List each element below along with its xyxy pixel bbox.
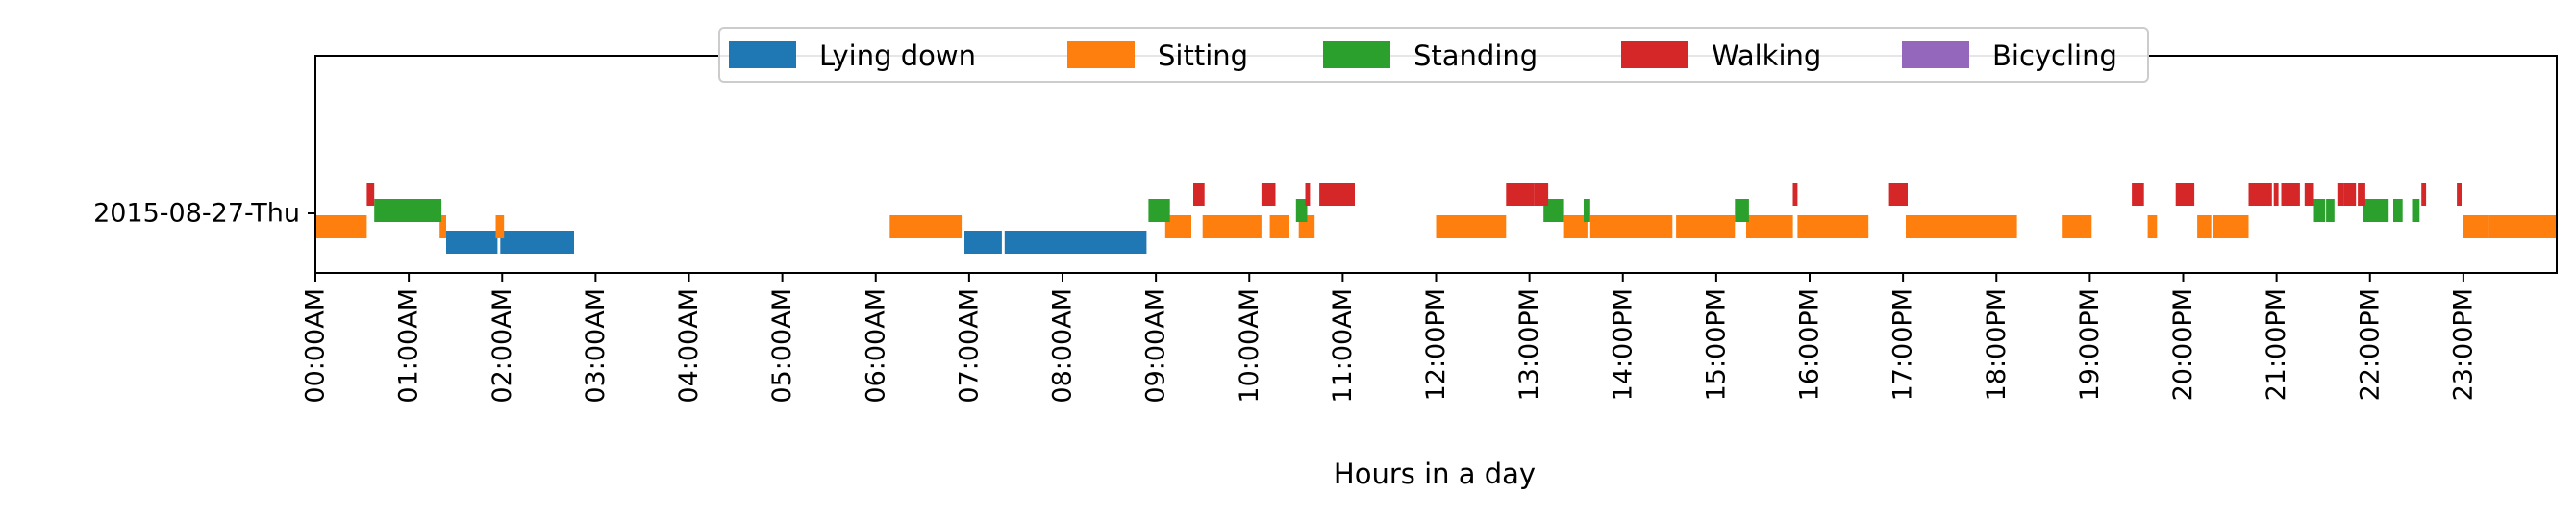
bar-sitting (1676, 215, 1736, 238)
bar-sitting (1746, 215, 1793, 238)
bar-walking (1506, 183, 1535, 206)
bar-sitting (2197, 215, 2212, 238)
x-tick-label: 20:00PM (2168, 288, 2198, 401)
x-tick-label: 07:00AM (954, 288, 984, 404)
legend-label: Bicycling (1992, 39, 2117, 72)
bar-walking (2358, 183, 2365, 206)
bar-walking (366, 183, 375, 206)
bar-sitting (1563, 215, 1588, 238)
bar-standing (2393, 199, 2403, 222)
bar-sitting (315, 215, 367, 238)
bar-sitting (2463, 215, 2489, 238)
bar-walking (2175, 183, 2195, 206)
bar-standing (1543, 199, 1564, 222)
bar-sitting (1269, 215, 1289, 238)
bar-sitting (1797, 215, 1869, 238)
bar-walking (1193, 183, 1205, 206)
x-tick-label: 10:00AM (1235, 288, 1264, 404)
bar-sitting (2062, 215, 2092, 238)
x-axis: 00:00AM 01:00AM 02:00AM 03:00AM 04:00AM 05:00… (301, 273, 2478, 404)
bar-walking (1534, 183, 1549, 206)
legend-label: Standing (1413, 39, 1538, 72)
activity-bars (315, 183, 2557, 254)
legend: Lying down Sitting Standing Walking Bicyclin… (718, 27, 2149, 83)
legend-swatch (1067, 41, 1135, 68)
x-tick-label: 19:00PM (2075, 288, 2105, 401)
y-axis: 2015-08-27-Thu (93, 199, 315, 229)
bar-walking (2248, 183, 2272, 206)
x-tick-label: 13:00PM (1514, 288, 1544, 401)
bar-standing (2313, 199, 2326, 222)
x-tick-label: 17:00PM (1888, 288, 1918, 401)
x-axis-label: Hours in a day (1334, 457, 1536, 490)
x-tick-label: 08:00AM (1048, 288, 1078, 404)
bar-walking (1261, 183, 1276, 206)
legend-swatch (1902, 41, 1969, 68)
legend-swatch (1323, 41, 1390, 68)
x-tick-label: 16:00PM (1795, 288, 1825, 401)
legend-swatch (1621, 41, 1688, 68)
x-tick-label: 02:00AM (488, 288, 517, 404)
bar-lying-down (500, 231, 574, 254)
legend-label: Lying down (819, 39, 976, 72)
bar-walking (1319, 183, 1355, 206)
bar-standing (1295, 199, 1308, 222)
bar-walking (2281, 183, 2300, 206)
x-tick-label: 04:00AM (674, 288, 704, 404)
x-tick-label: 21:00PM (2262, 288, 2291, 401)
bar-walking (2132, 183, 2144, 206)
bar-walking (1792, 183, 1798, 206)
legend-swatch (729, 41, 796, 68)
bar-sitting (439, 215, 446, 238)
x-tick-label: 01:00AM (394, 288, 424, 404)
x-tick-label: 06:00AM (861, 288, 890, 404)
bar-lying-down (1004, 231, 1147, 254)
bar-walking (2457, 183, 2462, 206)
bar-walking (2421, 183, 2427, 206)
bar-standing (1584, 199, 1590, 222)
y-tick-label: 2015-08-27-Thu (93, 199, 300, 229)
x-tick-label: 03:00AM (581, 288, 611, 404)
legend-label: Walking (1712, 39, 1821, 72)
bar-lying-down (964, 231, 1002, 254)
bar-standing (1148, 199, 1170, 222)
bar-sitting (1906, 215, 2017, 238)
plot-frame (314, 55, 2558, 274)
bar-sitting (2488, 215, 2557, 238)
bar-walking (1305, 183, 1311, 206)
bar-sitting (2147, 215, 2158, 238)
bar-standing (2363, 199, 2389, 222)
x-tick-label: 14:00PM (1608, 288, 1638, 401)
bar-walking (2304, 183, 2314, 206)
bar-walking (2343, 183, 2357, 206)
bar-lying-down (446, 231, 498, 254)
bar-sitting (1589, 215, 1673, 238)
x-tick-label: 11:00AM (1328, 288, 1358, 404)
bar-standing (1735, 199, 1749, 222)
bar-standing (2326, 199, 2335, 222)
x-tick-label: 22:00PM (2355, 288, 2385, 401)
bar-sitting (2213, 215, 2249, 238)
bar-walking (2337, 183, 2344, 206)
x-tick-label: 23:00PM (2448, 288, 2478, 401)
bar-walking (2273, 183, 2279, 206)
bar-sitting (495, 215, 505, 238)
bar-standing (2412, 199, 2420, 222)
x-tick-label: 18:00PM (1982, 288, 2012, 401)
x-tick-label: 15:00PM (1701, 288, 1731, 401)
x-tick-label: 00:00AM (301, 288, 331, 404)
bar-standing (374, 199, 442, 222)
bar-sitting (1202, 215, 1262, 238)
bar-walking (1888, 183, 1908, 206)
legend-label: Sitting (1158, 39, 1248, 72)
x-tick-label: 09:00AM (1141, 288, 1171, 404)
x-tick-label: 05:00AM (767, 288, 797, 404)
bar-sitting (889, 215, 963, 238)
x-tick-label: 12:00PM (1421, 288, 1451, 401)
bar-sitting (1436, 215, 1507, 238)
